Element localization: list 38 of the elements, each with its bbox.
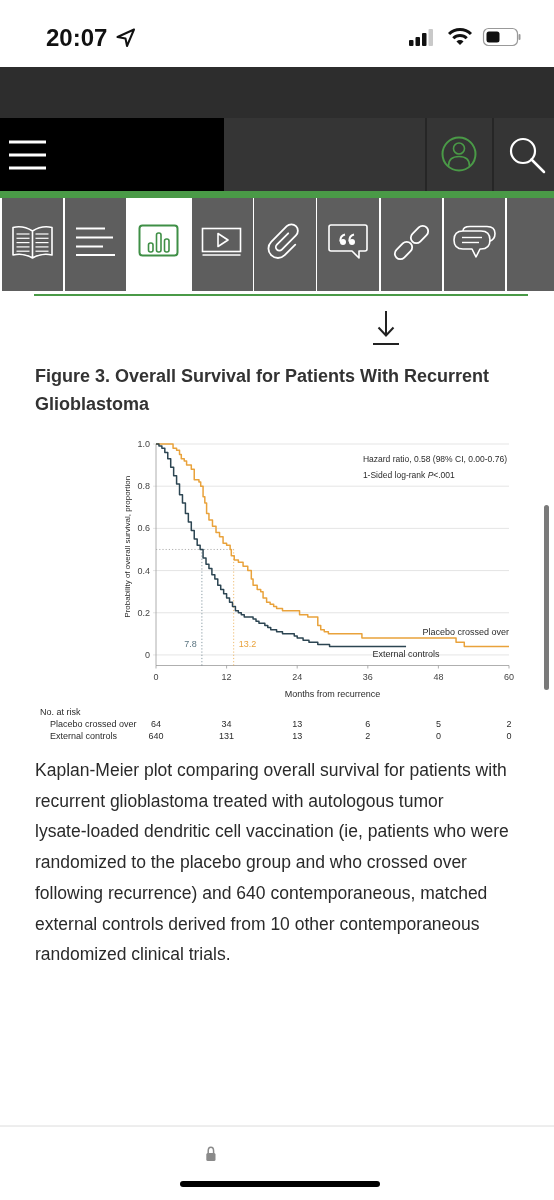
text: 0 [506, 731, 512, 741]
annotation: 1-Sided log-rank P<.001 [362, 469, 456, 480]
text: 640 [148, 731, 164, 741]
ref-line-label: 13.2 [238, 638, 257, 649]
y-axis-title: Probability of overall survival, proportion [123, 475, 132, 618]
text: No. at risk [40, 707, 82, 717]
x-tick-label: 0 [153, 672, 159, 682]
y-tick-label: 0.4 [137, 565, 150, 576]
x-tick-label: 48 [433, 672, 444, 682]
y-tick-label: 0.8 [137, 481, 150, 492]
text: 2 [365, 731, 371, 741]
x-axis-title: Months from recurrence [284, 689, 381, 699]
text: 64 [150, 719, 162, 729]
text: 20:07 [46, 24, 108, 51]
series-label: Placebo crossed over [422, 627, 509, 638]
x-tick-label: 60 [503, 672, 515, 682]
text: 5 [435, 719, 441, 729]
series-label: External controls [372, 648, 441, 659]
chart-title: Figure 3. Overall Survival for Patients With Recurrent Glioblastoma [35, 366, 489, 414]
x-tick-label: 36 [362, 672, 373, 682]
text: 131 [219, 731, 235, 741]
text: 13 [292, 731, 303, 741]
ref-line-label: 7.8 [184, 638, 197, 649]
x-tick-label: 24 [292, 672, 303, 682]
text: 6 [365, 719, 371, 729]
text: 13 [292, 719, 303, 729]
y-tick-label: 0.6 [137, 523, 150, 534]
text: 2 [506, 719, 512, 729]
text: 0 [435, 731, 441, 741]
text: Kaplan-Meier plot comparing overall survival for patients with recurrent glioblastoma treated with autologous tumor lysate-loaded dendritic cell vaccination (ie, patients who were randomized to the placebo group and who crossed over following recurrence) and 640 contemporaneous, matched external controls derived from 10 other contemporaneous randomized clinical trials. [35, 760, 509, 965]
text: 34 [221, 719, 232, 729]
text: External controls [50, 731, 118, 741]
text: Placebo crossed over [50, 719, 137, 729]
y-tick-label: 1.0 [137, 439, 150, 449]
y-tick-label: 0.2 [137, 607, 150, 618]
x-tick-label: 12 [221, 672, 232, 682]
y-tick-label: 0 [144, 649, 150, 660]
annotation: Hazard ratio, 0.58 (98% CI, 0.00-0.76) [362, 453, 508, 464]
